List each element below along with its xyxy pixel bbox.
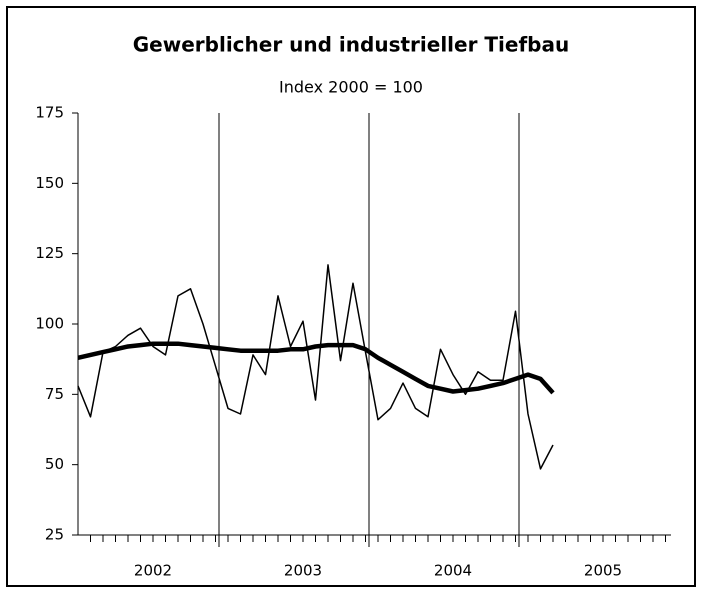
y-tick-label: 100 xyxy=(35,315,64,333)
series-line xyxy=(77,341,555,395)
x-tick-label: 2005 xyxy=(584,562,622,580)
x-tick-label: 2004 xyxy=(434,562,472,580)
y-tick-label: 150 xyxy=(35,174,64,192)
y-tick-label: 25 xyxy=(45,526,64,544)
y-tick-label: 50 xyxy=(45,455,64,473)
chart-subtitle: Index 2000 = 100 xyxy=(279,78,423,97)
y-tick-label: 75 xyxy=(45,385,64,403)
x-tick-label: 2003 xyxy=(284,562,322,580)
series-line xyxy=(77,264,554,470)
y-tick-label: 125 xyxy=(35,244,64,262)
chart-title: Gewerblicher und industrieller Tiefbau xyxy=(133,33,569,57)
x-tick-label: 2002 xyxy=(134,562,172,580)
y-tick-label: 175 xyxy=(35,104,64,122)
